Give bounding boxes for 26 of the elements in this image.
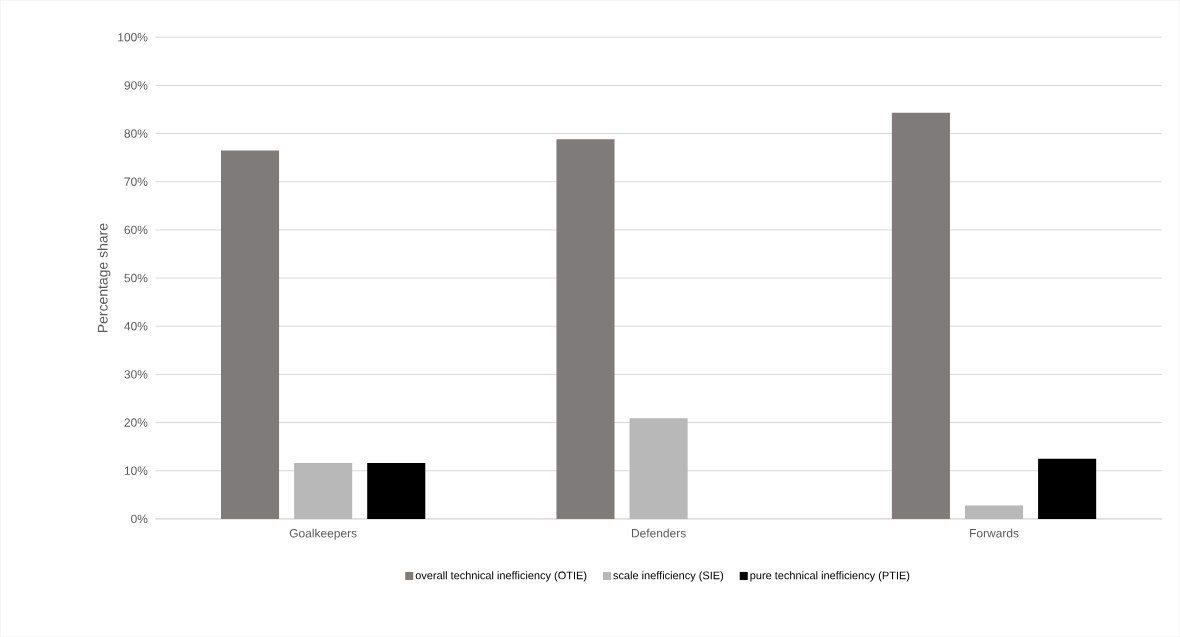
y-tick-label: 50% bbox=[124, 273, 148, 283]
x-tick-label: Defenders bbox=[631, 528, 686, 538]
bar bbox=[1038, 458, 1097, 519]
bar bbox=[964, 505, 1024, 519]
y-tick-label: 10% bbox=[124, 466, 148, 475]
y-tick-label: 0% bbox=[131, 514, 148, 523]
y-tick-label: 70% bbox=[124, 177, 148, 186]
y-tick-label: 30% bbox=[124, 370, 148, 379]
y-tick-label: 100% bbox=[118, 32, 148, 42]
bar bbox=[294, 462, 353, 519]
y-tick-label: 80% bbox=[124, 129, 148, 138]
bar bbox=[891, 112, 950, 519]
y-tick-label: 60% bbox=[124, 225, 148, 234]
y-tick-label: 40% bbox=[124, 321, 148, 331]
legend-label: pure technical inefficiency (PTIE) bbox=[750, 571, 910, 582]
y-tick-label: 90% bbox=[124, 81, 148, 90]
bar bbox=[367, 462, 426, 519]
y-tick-label: 20% bbox=[124, 418, 148, 427]
x-tick-label: Goalkeepers bbox=[289, 528, 357, 540]
bar bbox=[556, 139, 615, 519]
bar bbox=[629, 418, 688, 519]
legend-label: scale inefficiency (SIE) bbox=[613, 571, 724, 582]
x-tick-label: Forwards bbox=[970, 528, 1019, 538]
bar bbox=[221, 150, 280, 519]
y-axis-title: Percentage share bbox=[97, 223, 111, 332]
legend-label: overall technical inefficiency (OTIE) bbox=[415, 571, 587, 582]
